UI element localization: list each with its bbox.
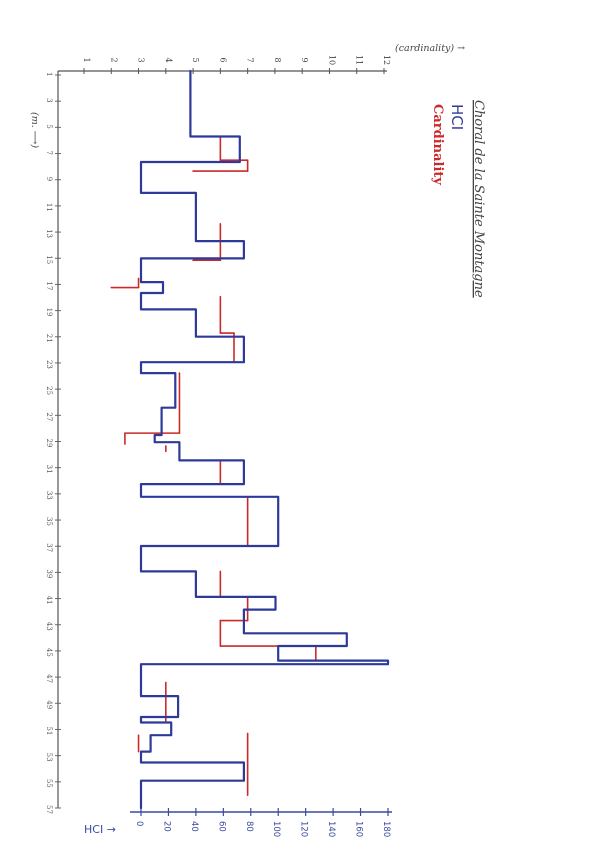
axes [57, 70, 392, 813]
legend-hci: HCI [448, 104, 466, 130]
left-axis-ticks: 1357911131517192123252729313335373941434… [45, 72, 61, 814]
top-tick-label: 9 [300, 57, 309, 62]
left-tick-label: 43 [45, 622, 53, 631]
series-hci [139, 69, 390, 810]
top-tick-label: 2 [109, 57, 118, 62]
top-tick-label: 7 [246, 57, 255, 62]
left-tick-label: 13 [45, 229, 53, 238]
left-tick-label: 9 [45, 177, 53, 181]
left-tick-label: 17 [45, 281, 53, 290]
top-tick-label: 5 [191, 57, 200, 62]
left-tick-label: 23 [45, 360, 53, 369]
left-tick-label: 3 [45, 98, 53, 102]
left-tick-label: 25 [45, 386, 53, 395]
left-tick-label: 27 [45, 412, 53, 421]
top-tick-label: 6 [218, 57, 227, 62]
left-tick-label: 1 [45, 72, 53, 76]
top-tick-label: 3 [137, 57, 146, 62]
left-tick-label: 19 [45, 308, 53, 317]
bottom-axis-ticks: 0 20 40 60 80 100 120 140 160 180 [134, 808, 391, 837]
left-tick-label: 33 [45, 491, 53, 500]
bottom-tick-label: 120 [299, 821, 309, 837]
bottom-axis-label: HCI → [84, 823, 116, 836]
bottom-tick-label: 60 [216, 821, 226, 832]
left-tick-label: 57 [45, 805, 53, 814]
left-tick-label: 31 [45, 465, 53, 474]
left-tick-label: 11 [45, 203, 53, 212]
left-tick-label: 39 [45, 569, 53, 578]
bottom-tick-label: 180 [381, 821, 391, 837]
bottom-tick-label: 40 [189, 821, 199, 832]
bottom-tick-label: 80 [244, 821, 254, 832]
bottom-tick-label: 140 [326, 821, 336, 837]
left-tick-label: 7 [45, 151, 53, 155]
left-tick-label: 41 [45, 596, 53, 605]
bottom-tick-label: 160 [354, 821, 364, 837]
left-tick-label: 5 [45, 124, 53, 128]
left-tick-label: 15 [45, 255, 53, 264]
bottom-tick-label: 20 [161, 821, 171, 832]
left-tick-label: 45 [45, 648, 53, 657]
legend-cardinality: Cardinality [430, 104, 445, 185]
top-tick-label: 1 [82, 57, 91, 62]
left-tick-label: 55 [45, 779, 53, 788]
chart-title: Choral de la Sainte Montagne [471, 100, 486, 298]
left-tick-label: 37 [45, 543, 53, 552]
top-tick-label: 11 [355, 55, 364, 65]
left-tick-label: 49 [45, 700, 53, 709]
top-axis-label: (cardinality) → [395, 43, 465, 54]
hci-line [139, 69, 390, 810]
top-tick-label: 4 [164, 57, 173, 62]
series-layer [110, 69, 390, 810]
top-axis-ticks: 1 2 3 4 5 6 7 8 9 10 11 12 [82, 55, 391, 74]
left-tick-label: 51 [45, 726, 53, 735]
left-tick-label: 35 [45, 517, 53, 526]
top-tick-label: 12 [382, 55, 391, 65]
top-tick-label: 10 [327, 55, 336, 65]
left-tick-label: 21 [45, 334, 53, 343]
left-tick-label: 47 [45, 674, 53, 683]
left-tick-label: 53 [45, 753, 53, 762]
bottom-tick-label: 0 [134, 821, 144, 826]
left-tick-label: 29 [45, 439, 53, 448]
left-axis-label: (m. ⟶) [29, 112, 40, 148]
bottom-tick-label: 100 [271, 821, 281, 837]
top-tick-label: 8 [273, 57, 282, 62]
